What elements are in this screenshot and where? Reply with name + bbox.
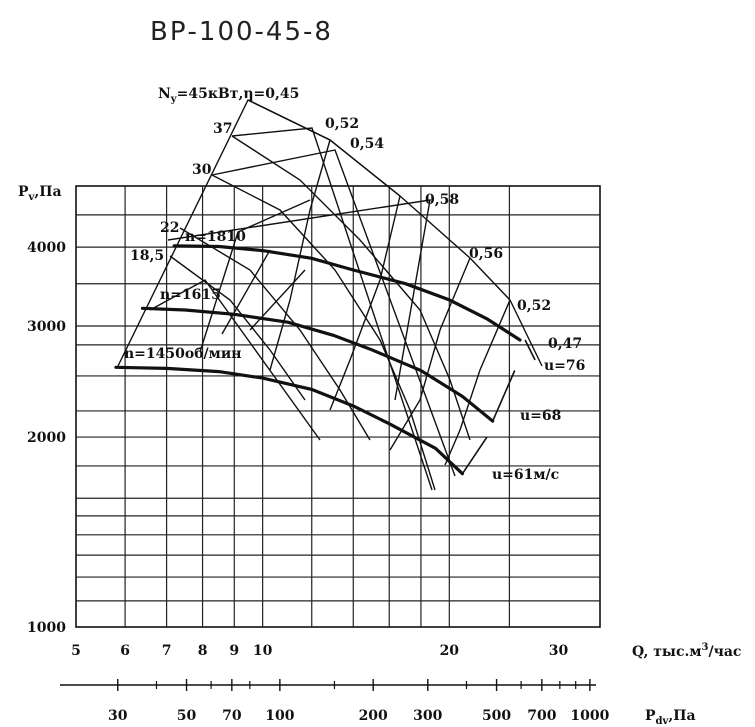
x2-tick-label: 700 xyxy=(527,708,556,724)
x2-tick-label: 100 xyxy=(265,708,294,724)
x-tick-label: 20 xyxy=(440,643,460,659)
series-line xyxy=(114,365,464,476)
x-tick-label: 7 xyxy=(162,643,172,659)
y-tick-label: 4000 xyxy=(27,240,66,256)
x-tick-label: 9 xyxy=(229,643,239,659)
speed-line xyxy=(491,370,516,422)
characteristic-line xyxy=(221,249,271,335)
series-label-n1615: n=1615 xyxy=(160,287,221,303)
x-tick-label: 5 xyxy=(71,643,81,659)
characteristic-line xyxy=(211,149,456,477)
eta-label-056: 0,56 xyxy=(469,246,503,262)
x2-axis-label: Pdv,Па xyxy=(645,708,696,727)
x2-tick-label: 70 xyxy=(222,708,242,724)
characteristic-line xyxy=(169,255,306,401)
speed-line xyxy=(461,436,488,475)
speed-line xyxy=(524,339,536,361)
series-line xyxy=(172,244,522,342)
x2-tick-label: 300 xyxy=(413,708,442,724)
characteristic-line xyxy=(231,127,433,491)
x2-tick-label: 500 xyxy=(482,708,511,724)
x-tick-label: 30 xyxy=(549,643,569,659)
characteristic-line xyxy=(389,257,471,451)
y-axis-label: Pv,Па xyxy=(18,184,62,203)
series-layer xyxy=(114,244,536,476)
x2-tick-label: 1000 xyxy=(570,708,609,724)
characteristic-line xyxy=(211,174,436,491)
power-label-22: 22 xyxy=(160,220,179,236)
x-axis-label: Q, тыс.м3/час xyxy=(632,642,741,660)
characteristic-line xyxy=(149,279,321,441)
eta-label-058: 0,58 xyxy=(425,192,459,208)
eta-label-054: 0,54 xyxy=(350,136,384,152)
characteristic-line xyxy=(329,195,401,411)
y-tick-label: 2000 xyxy=(27,430,66,446)
power-label-37: 37 xyxy=(213,121,232,137)
secondary-axis: 30 50 70 100 200 300 500 700 1000 xyxy=(60,679,610,724)
characteristic-line xyxy=(444,299,511,466)
chart-title: ВР-100-45-8 xyxy=(150,17,333,47)
power-label-30: 30 xyxy=(192,162,212,178)
characteristic-line xyxy=(249,269,306,331)
power-eta-header: Ny=45кВт,η=0,45 xyxy=(158,86,299,105)
plot-frame xyxy=(75,185,601,628)
series-label-n1810: n=1810 xyxy=(185,229,246,245)
speed-label-u68: u=68 xyxy=(520,408,561,424)
x-tick-label: 10 xyxy=(253,643,273,659)
x-tick-label: 6 xyxy=(120,643,130,659)
y-tick-label: 3000 xyxy=(27,319,66,335)
characteristic-line xyxy=(231,135,471,441)
tick-labels: 5 6 7 8 9 10 20 30 1000 2000 3000 4000 xyxy=(27,240,568,659)
x2-tick-label: 50 xyxy=(177,708,197,724)
eta-label-052-right: 0,52 xyxy=(517,298,551,314)
eta-label-052-top: 0,52 xyxy=(325,116,359,132)
characteristic-line xyxy=(179,227,371,441)
power-label-18-5: 18,5 xyxy=(130,248,164,264)
speed-label-u61: u=61м/с xyxy=(492,467,559,483)
eta-label-047: 0,47 xyxy=(548,336,582,352)
x2-tick-label: 30 xyxy=(108,708,128,724)
speed-label-u76: u=76 xyxy=(544,358,585,374)
x2-tick-label: 200 xyxy=(359,708,388,724)
series-line xyxy=(140,306,495,423)
series-label-n1450: n=1450об/мин xyxy=(124,346,241,362)
x-tick-label: 8 xyxy=(198,643,208,659)
characteristic-line xyxy=(167,199,431,401)
y-tick-label: 1000 xyxy=(27,620,66,636)
grid xyxy=(75,185,601,628)
